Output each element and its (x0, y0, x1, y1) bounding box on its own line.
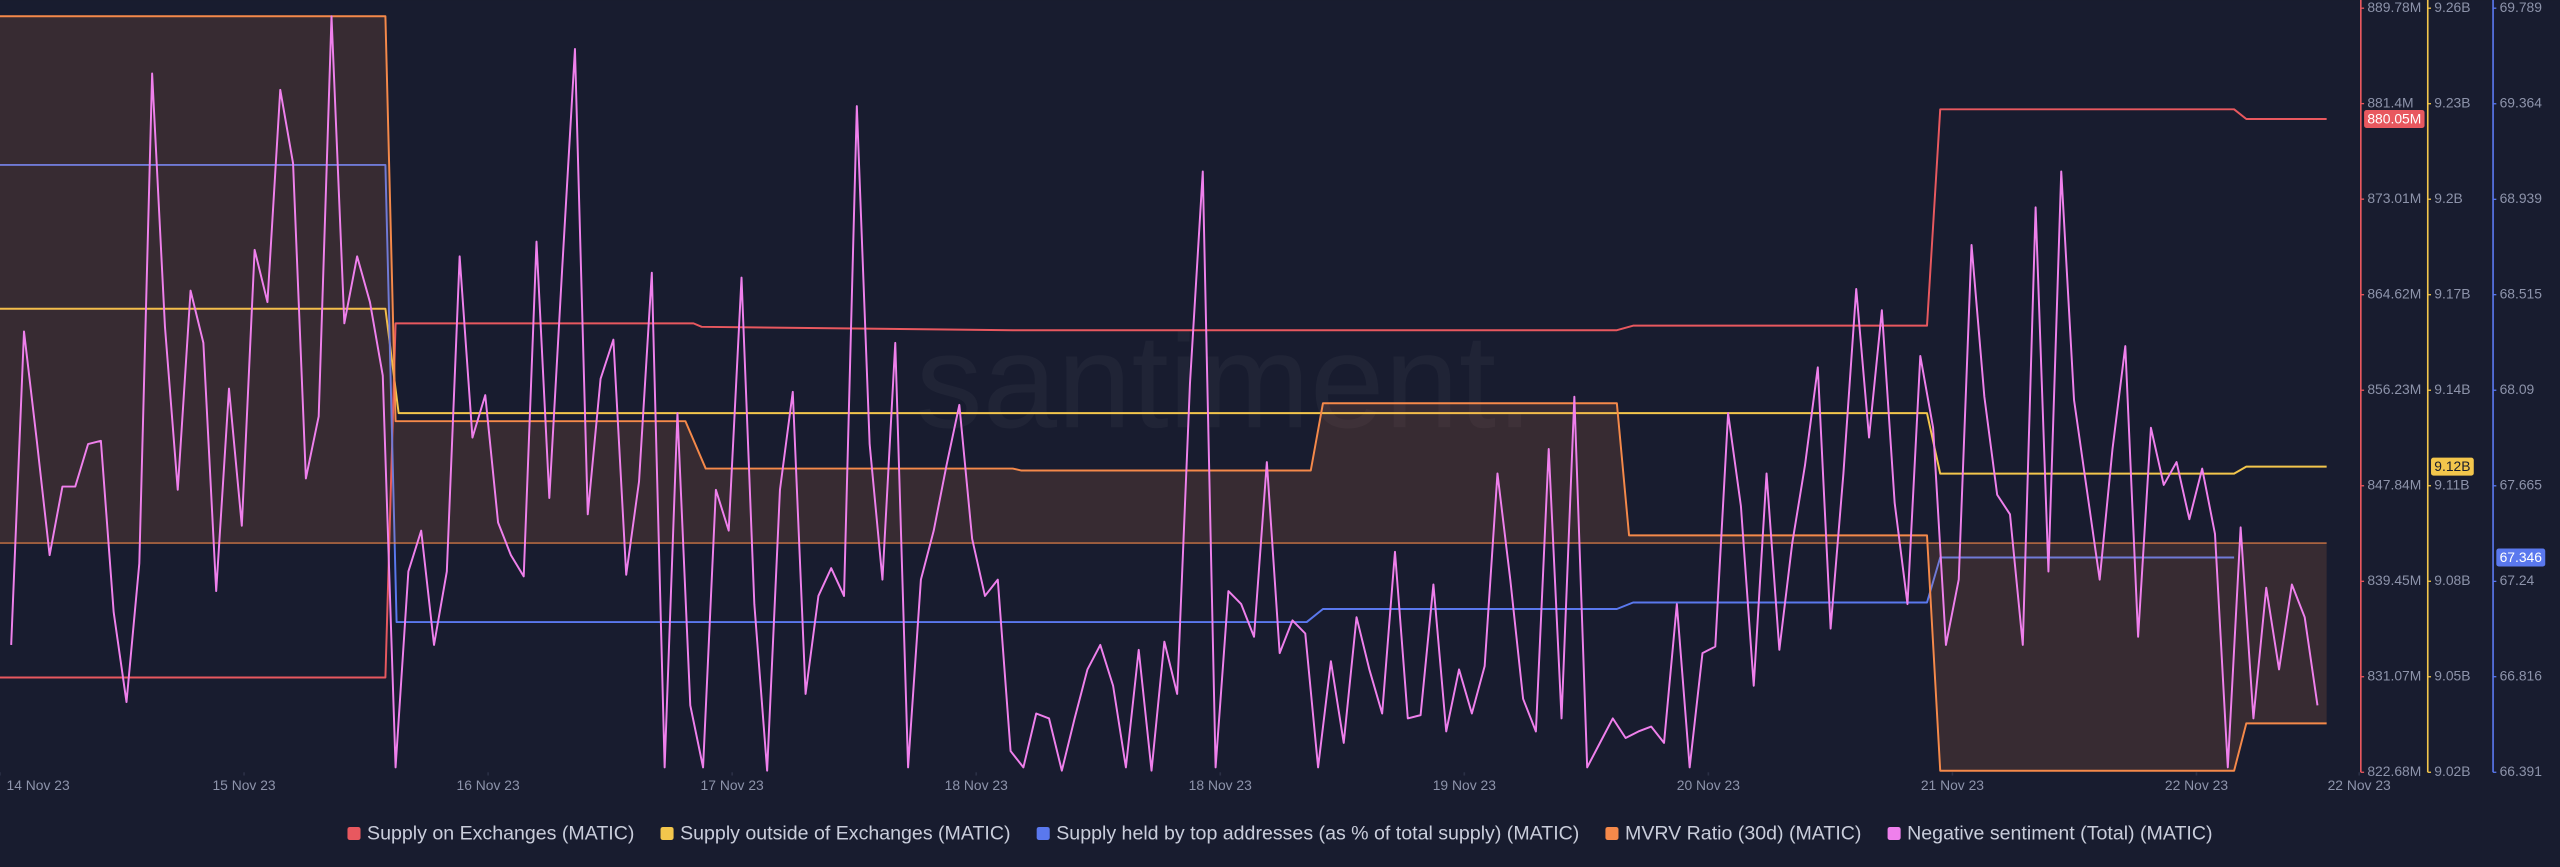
y-tick-label: 831.07M (2367, 667, 2421, 683)
y-tick-label: 9.23B (2434, 94, 2470, 110)
y-tick-label: 873.01M (2367, 190, 2421, 206)
y-tick-label: 9.14B (2434, 381, 2470, 397)
x-tick-label: 17 Nov 23 (701, 777, 764, 793)
legend-swatch (347, 826, 361, 841)
y-tick-label: 9.2B (2434, 190, 2463, 206)
x-tick-label: 18 Nov 23 (1189, 777, 1252, 793)
series-line (0, 15, 2327, 772)
legend-swatch (1605, 826, 1619, 841)
x-tick-label: 14 Nov 23 (7, 777, 70, 793)
x-tick-label: 20 Nov 23 (1677, 777, 1740, 793)
value-tag: 67.346 (2496, 548, 2546, 567)
x-tick-label: 22 Nov 23 (2165, 777, 2228, 793)
value-tag-bg (2496, 548, 2546, 567)
value-tag-label: 67.346 (2500, 549, 2543, 565)
x-tick-label: 15 Nov 23 (212, 777, 275, 793)
legend-swatch (660, 826, 674, 841)
y-tick-label: 856.23M (2367, 381, 2421, 397)
y-tick-label: 67.24 (2500, 572, 2535, 588)
series-line (10, 15, 2319, 772)
y-tick-label: 9.26B (2434, 0, 2470, 15)
y-tick-label: 68.939 (2500, 190, 2543, 206)
legend-label: MVRV Ratio (30d) (MATIC) (1625, 822, 1861, 844)
area (0, 16, 2327, 771)
legend: Supply on Exchanges (MATIC) Supply outsid… (347, 822, 2213, 844)
y-tick-label: 864.62M (2367, 285, 2421, 301)
x-tick-label: 18 Nov 23 (945, 777, 1008, 793)
y-tick-label: 68.09 (2500, 381, 2535, 397)
y-tick-label: 9.02B (2434, 763, 2470, 779)
y-tick-label: 67.665 (2500, 476, 2543, 492)
value-tag-label: 880.05M (2367, 110, 2421, 126)
y-tick-label: 66.816 (2500, 667, 2543, 683)
y-tick-label: 847.84M (2367, 476, 2421, 492)
legend-label: Supply held by top addresses (as % of to… (1056, 822, 1579, 844)
y-tick-label: 881.4M (2367, 94, 2413, 110)
y-tick-label: 822.68M (2367, 763, 2421, 779)
legend-label: Supply outside of Exchanges (MATIC) (680, 822, 1010, 844)
legend-swatch (1036, 826, 1050, 841)
value-tag: 9.12B (2431, 457, 2474, 476)
legend-swatch (1887, 826, 1901, 841)
legend-label: Negative sentiment (Total) (MATIC) (1907, 822, 2212, 844)
y-tick-label: 889.78M (2367, 0, 2421, 15)
y-tick-label: 69.789 (2500, 0, 2543, 15)
value-tag-bg (2364, 110, 2425, 128)
value-tag: 880.05M (2364, 110, 2425, 128)
y-tick-label: 9.17B (2434, 285, 2470, 301)
value-tag-label: 9.12B (2434, 458, 2470, 474)
y-tick-label: 9.11B (2434, 476, 2469, 492)
x-tick-label: 21 Nov 23 (1921, 777, 1984, 793)
legend-label: Supply on Exchanges (MATIC) (367, 822, 634, 844)
y-tick-label: 69.364 (2500, 94, 2543, 110)
y-tick-label: 68.515 (2500, 285, 2543, 301)
series-line (0, 163, 2235, 624)
x-tick-label: 19 Nov 23 (1433, 777, 1496, 793)
x-tick-label: 22 Nov 23 (2328, 777, 2391, 793)
y-tick-label: 839.45M (2367, 572, 2421, 588)
y-tick-label: 66.391 (2500, 763, 2543, 779)
series-line (0, 108, 2327, 679)
y-tick-label: 9.05B (2434, 667, 2470, 683)
x-tick-label: 16 Nov 23 (457, 777, 520, 793)
value-tag-bg (2431, 457, 2474, 476)
y-tick-label: 9.08B (2434, 572, 2470, 588)
